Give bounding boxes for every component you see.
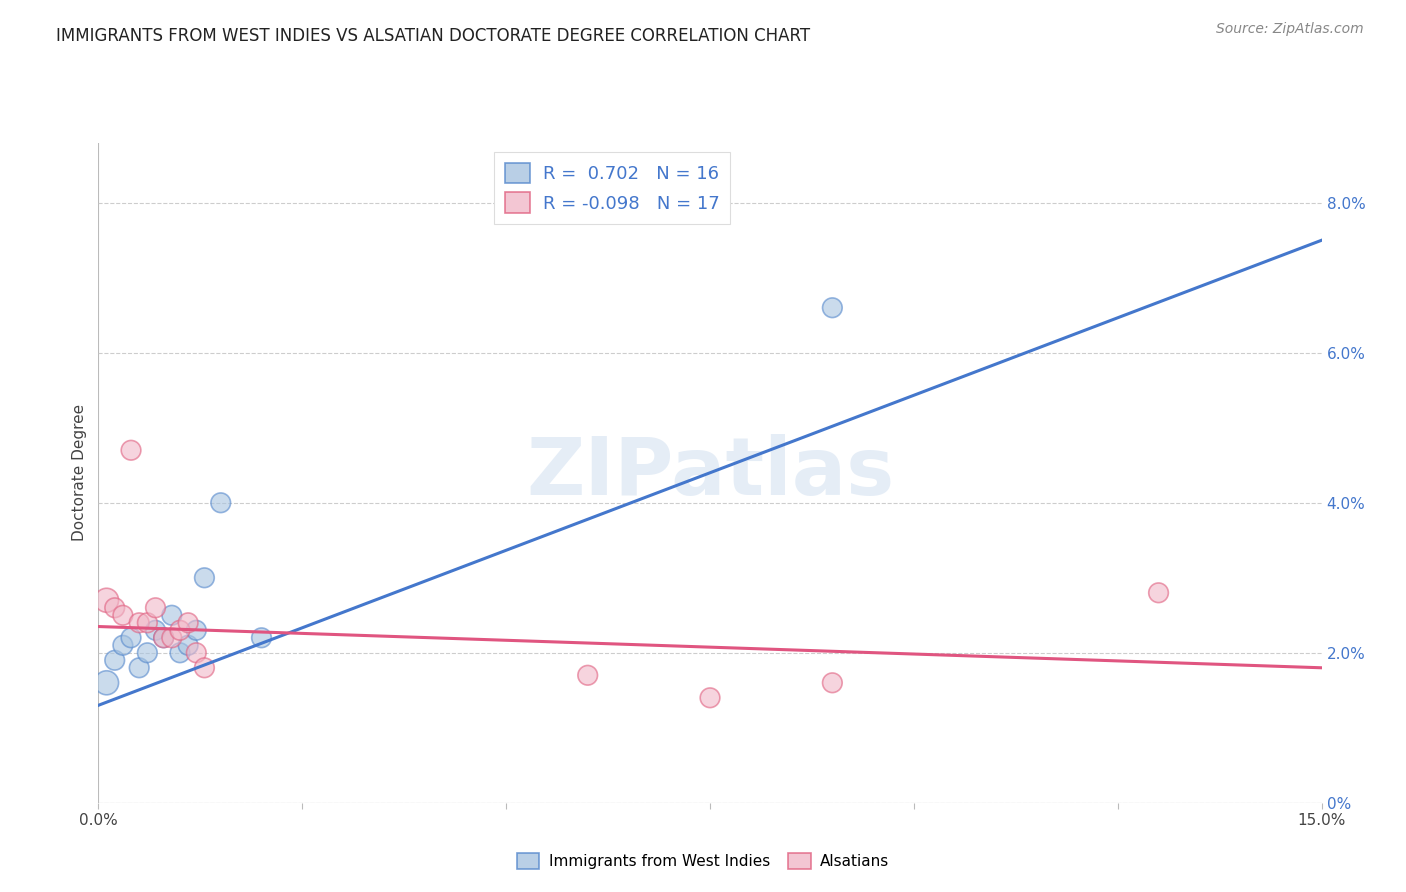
Point bbox=[145, 624, 167, 638]
Point bbox=[111, 608, 134, 623]
Point bbox=[169, 646, 191, 660]
Point bbox=[1147, 586, 1170, 600]
Point bbox=[152, 631, 174, 645]
Point bbox=[104, 600, 127, 615]
Legend: R =  0.702   N = 16, R = -0.098   N = 17: R = 0.702 N = 16, R = -0.098 N = 17 bbox=[494, 152, 730, 224]
Y-axis label: Doctorate Degree: Doctorate Degree bbox=[72, 404, 87, 541]
Point bbox=[576, 668, 599, 682]
Point bbox=[96, 675, 118, 690]
Point bbox=[128, 661, 150, 675]
Text: Source: ZipAtlas.com: Source: ZipAtlas.com bbox=[1216, 22, 1364, 37]
Text: IMMIGRANTS FROM WEST INDIES VS ALSATIAN DOCTORATE DEGREE CORRELATION CHART: IMMIGRANTS FROM WEST INDIES VS ALSATIAN … bbox=[56, 27, 810, 45]
Point bbox=[250, 631, 273, 645]
Point bbox=[136, 615, 159, 630]
Point bbox=[120, 631, 142, 645]
Legend: Immigrants from West Indies, Alsatians: Immigrants from West Indies, Alsatians bbox=[510, 847, 896, 875]
Point bbox=[209, 496, 232, 510]
Point bbox=[821, 301, 844, 315]
Point bbox=[177, 615, 200, 630]
Point bbox=[136, 646, 159, 660]
Point bbox=[160, 631, 183, 645]
Point bbox=[177, 638, 200, 652]
Point bbox=[111, 638, 134, 652]
Point bbox=[186, 646, 208, 660]
Point bbox=[193, 571, 215, 585]
Point bbox=[152, 631, 174, 645]
Point bbox=[96, 593, 118, 607]
Point bbox=[160, 608, 183, 623]
Point bbox=[169, 624, 191, 638]
Point bbox=[104, 653, 127, 667]
Point bbox=[193, 661, 215, 675]
Point bbox=[120, 443, 142, 458]
Point bbox=[699, 690, 721, 705]
Point bbox=[145, 600, 167, 615]
Point bbox=[186, 624, 208, 638]
Point bbox=[128, 615, 150, 630]
Text: ZIPatlas: ZIPatlas bbox=[526, 434, 894, 512]
Point bbox=[821, 675, 844, 690]
